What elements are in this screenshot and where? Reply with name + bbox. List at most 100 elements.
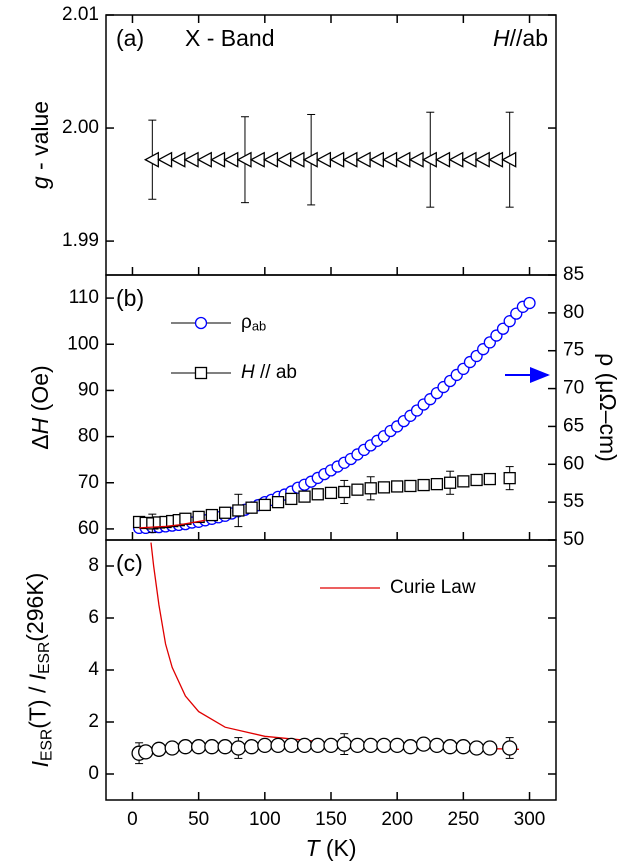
marker [218,506,232,519]
marker [194,366,208,380]
marker [336,736,352,752]
text-part: H [493,25,510,51]
marker [204,739,220,755]
y2-tick-label: 70 [563,378,584,399]
y-tick-label: 80 [78,426,99,447]
x-tick-label: 200 [381,809,413,830]
marker [402,739,419,755]
marker [205,508,219,522]
marker [461,151,477,168]
marker [289,151,305,168]
annotation: H//ab [493,25,548,51]
y-tick-label: 110 [69,287,99,308]
y-tick-label: 2 [88,711,99,732]
text-part: ESR [36,642,53,674]
marker [468,740,485,756]
marker [311,488,324,501]
marker [138,744,154,760]
marker [151,741,167,757]
marker [283,737,299,754]
y-tick-label: 60 [78,518,99,539]
marker [232,504,245,517]
marker [316,151,332,168]
marker [503,471,516,485]
marker [183,151,199,168]
x-tick-label: 50 [188,809,209,830]
text-part: (K) [320,835,357,861]
marker [455,739,472,755]
x-tick-label: 150 [315,809,347,830]
marker [435,151,451,168]
marker [488,151,504,168]
marker [170,151,186,168]
marker [474,151,490,168]
marker [270,737,286,754]
marker [276,151,292,168]
y-tick-label: 1.99 [62,230,99,251]
marker [376,737,392,754]
marker [523,296,536,310]
annotation: X - Band [185,25,275,51]
y2-tick-label: 75 [563,340,584,361]
y-tick-label: 0 [88,763,99,784]
marker [192,510,205,524]
text-part: I [27,760,53,767]
text-part: T [305,835,321,861]
line [139,519,206,529]
marker [310,737,326,754]
marker [349,737,366,754]
y-axis-label: ΔH (Oe) [27,365,53,449]
marker [296,737,313,754]
plot-frame [105,274,557,541]
text-part: I [25,673,51,680]
text-part: ρ [241,312,252,333]
y2-tick-label: 65 [563,415,584,436]
marker [442,739,458,755]
marker [329,151,345,168]
marker [482,740,498,756]
text-part: //ab [510,25,548,51]
text-part: H [27,417,53,434]
y-tick-label: 100 [67,333,99,354]
marker [210,151,226,168]
marker [389,737,405,754]
marker [249,151,265,168]
text-part: (T) / [25,680,51,729]
y2-tick-label: 55 [563,491,584,512]
marker [351,483,364,496]
marker [395,151,411,168]
marker [382,151,398,168]
marker [391,480,404,493]
marker [457,475,470,488]
marker [194,316,208,330]
marker [157,151,173,168]
y2-tick-label: 85 [563,264,584,285]
marker [177,739,194,755]
legend-label: H // ab [241,362,297,383]
marker [364,482,377,495]
x-axis-label: T (K) [305,835,356,861]
y-axis-label: IESR(T) / IESR(296K) [22,573,56,768]
text-part: g [27,176,53,189]
marker [408,151,424,168]
text-part: (Oe) [27,365,53,417]
y-axis-label: g - value [27,101,53,189]
marker [164,740,180,756]
marker [230,740,247,756]
marker [338,485,351,499]
marker [271,495,285,509]
marker [443,476,457,489]
text-part: (296K) [22,573,48,642]
marker [245,501,258,514]
y-tick-label: 4 [88,659,99,680]
x-tick-label: 300 [514,809,546,830]
marker [285,492,298,506]
marker [377,481,391,494]
legend-label: ρab [241,312,266,334]
text-part: - value [27,101,53,176]
marker [429,737,445,754]
y2-tick-label: 60 [563,453,584,474]
y-tick-label: 90 [78,379,99,400]
legend-label: Curie Law [390,577,476,598]
text-part: ab [252,319,266,334]
